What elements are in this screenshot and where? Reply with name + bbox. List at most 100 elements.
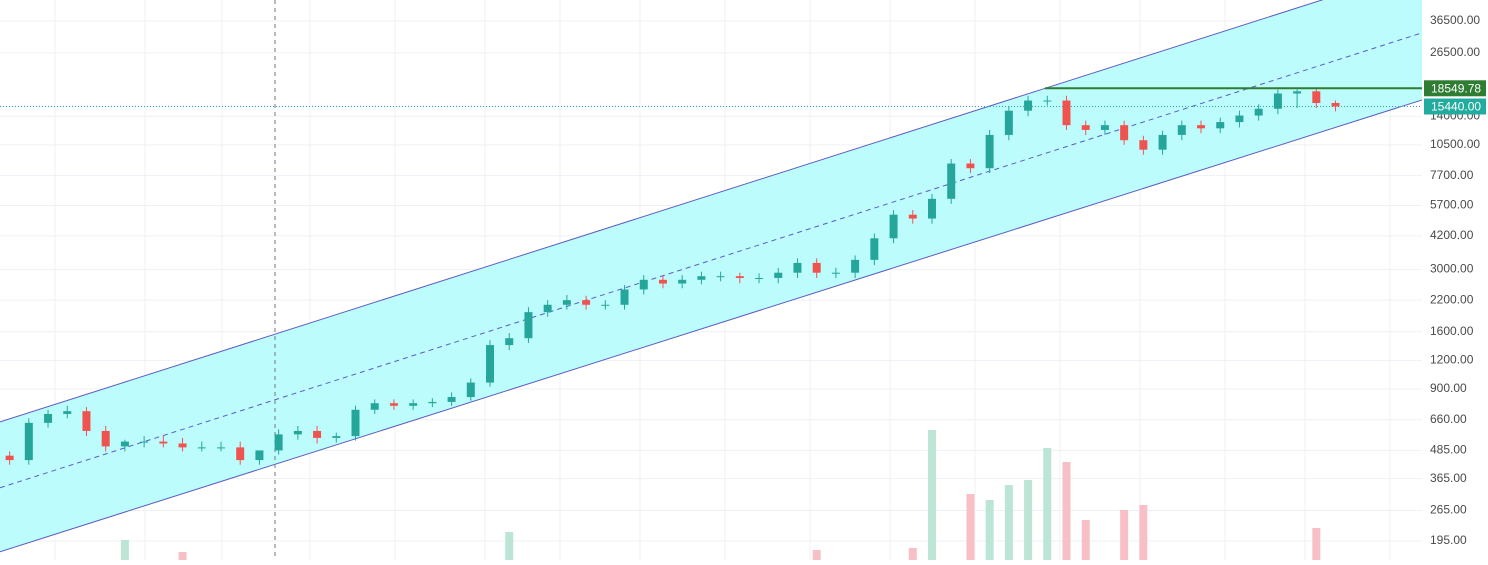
candle-body (293, 430, 302, 435)
candle-body (82, 411, 91, 431)
candle-body (486, 345, 495, 383)
candle-body (793, 262, 802, 273)
candle-body (505, 338, 514, 346)
candle-body (601, 304, 610, 306)
candle-body (1120, 125, 1129, 141)
volume-bar (908, 548, 917, 560)
candle-body (524, 312, 533, 339)
candle-body (274, 434, 283, 451)
volume-bar (1312, 528, 1321, 560)
candle-body (639, 279, 648, 290)
volume-bar (1043, 448, 1052, 560)
candle-body (1312, 91, 1321, 103)
candle-body (620, 289, 629, 305)
candle-body (716, 276, 725, 278)
volume-bar (812, 550, 821, 560)
y-tick-label: 5700.00 (1430, 198, 1474, 212)
candle-body (735, 276, 744, 278)
plot-area (0, 0, 1422, 560)
y-tick-label: 660.00 (1430, 412, 1467, 426)
candle-body (5, 455, 14, 461)
candle-body (908, 214, 917, 219)
y-tick-label: 1600.00 (1430, 324, 1474, 338)
volume-bar (178, 552, 187, 560)
candle-body (332, 436, 341, 438)
candle-body (24, 422, 33, 461)
price-badge (1424, 98, 1486, 115)
candle-body (697, 276, 706, 280)
candle-body (1216, 122, 1225, 129)
y-tick-label: 265.00 (1430, 503, 1467, 517)
price-badge-label: 15440.00 (1431, 100, 1481, 114)
candle-body (658, 279, 667, 284)
volume-bar (927, 430, 936, 560)
candle-body (966, 163, 975, 169)
candle-body (370, 403, 379, 410)
candle-body (255, 450, 264, 461)
candle-body (101, 430, 110, 447)
candle-body (1024, 100, 1033, 111)
candle-body (44, 413, 53, 423)
candle-body (1158, 134, 1167, 150)
y-tick-label: 365.00 (1430, 471, 1467, 485)
y-tick-label: 900.00 (1430, 381, 1467, 395)
candle-body (1331, 102, 1340, 107)
candle-body (63, 411, 72, 414)
candle-body (351, 409, 360, 437)
candle-body (543, 304, 552, 313)
candle-body (927, 198, 936, 219)
channel-upper (0, 0, 1324, 423)
candle-body (851, 259, 860, 273)
candle-body (178, 443, 187, 448)
candle-body (1273, 93, 1282, 109)
candle-body (1062, 100, 1071, 126)
candle-body (562, 300, 571, 305)
volume-bar (985, 500, 994, 560)
candle-body (1081, 125, 1090, 130)
candle-body (389, 403, 398, 406)
volume-bar (966, 494, 975, 560)
y-tick-label: 195.00 (1430, 533, 1467, 547)
candle-body (409, 403, 418, 406)
candle-body (447, 397, 456, 402)
candle-body (236, 447, 245, 461)
channel-middle (0, 32, 1422, 489)
candle-body (774, 272, 783, 278)
candle-body (947, 163, 956, 199)
volume-bar (505, 532, 514, 560)
y-tick-label: 7700.00 (1430, 168, 1474, 182)
candle-body (1197, 125, 1206, 129)
candle-body (889, 214, 898, 239)
candle-body (140, 441, 149, 443)
candle-body (1139, 140, 1148, 150)
candle-body (870, 238, 879, 260)
candle-body (678, 279, 687, 284)
volume-bar (1024, 480, 1033, 560)
y-tick-label: 2200.00 (1430, 292, 1474, 306)
candle-body (313, 430, 322, 438)
y-tick-label: 1200.00 (1430, 353, 1474, 367)
candle-body (466, 382, 475, 398)
price-badge (1424, 80, 1486, 97)
candle-body (812, 262, 821, 273)
y-tick-label: 485.00 (1430, 443, 1467, 457)
volume-bar (1062, 462, 1071, 560)
candle-body (428, 401, 437, 404)
candle-body (831, 272, 840, 274)
y-tick-label: 26500.00 (1430, 45, 1480, 59)
candle-body (1254, 108, 1263, 116)
candle-body (755, 277, 764, 279)
candle-body (1293, 91, 1302, 94)
y-tick-label: 36500.00 (1430, 13, 1480, 27)
volume-bar (1120, 510, 1129, 560)
candle-body (1004, 110, 1013, 135)
candle-body (120, 441, 129, 447)
volume-bar (1004, 485, 1013, 560)
y-tick-label: 10500.00 (1430, 137, 1480, 151)
candle-body (159, 441, 168, 444)
y-tick-label: 4200.00 (1430, 228, 1474, 242)
candle-body (582, 300, 591, 305)
volume-bar (120, 540, 129, 560)
candle-body (1177, 125, 1186, 135)
